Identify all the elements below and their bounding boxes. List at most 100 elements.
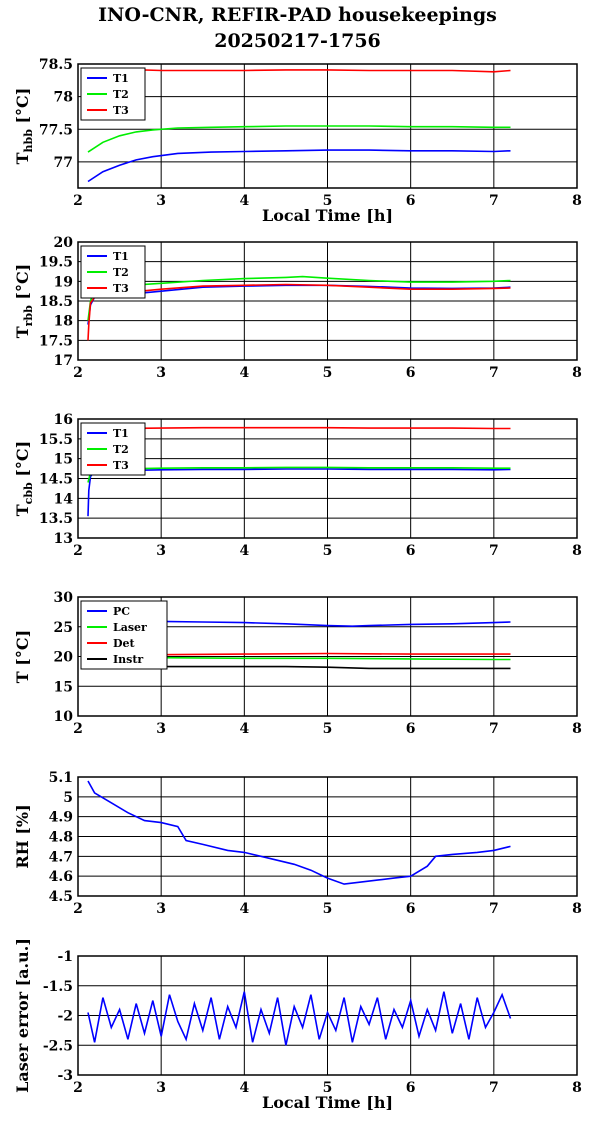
y-tick-label: -2: [57, 1009, 73, 1025]
series-line-t1: [87, 284, 511, 325]
x-tick-label: 4: [239, 901, 249, 917]
x-tick-label: 8: [572, 1080, 582, 1096]
series-line-t3: [87, 283, 511, 341]
chart-3: 13 13.5 14 14.5 15 15.5 16 2 3 4 5 6 7 8 T1 T2 T3 Tcbb [°…: [13, 412, 582, 559]
y-tick-label: 13: [54, 531, 73, 547]
y-axis-label-main: T: [13, 152, 32, 164]
y-axis-label-unit: [°C]: [13, 88, 32, 129]
y-tick-label: 25: [54, 620, 73, 636]
legend-label: Laser: [113, 621, 147, 634]
y-axis-label-sub: rbb: [22, 305, 35, 326]
x-tick-label: 5: [323, 721, 333, 737]
chart-6: -3 -2.5 -2 -1.5 -1 2 3 4 5 6 7 8 Laser error [a.u.] L…: [13, 938, 582, 1112]
plot-frame: [77, 418, 578, 539]
x-tick-label: 8: [572, 193, 582, 209]
y-tick-label: 20: [54, 235, 74, 251]
legend: T1 T2 T3: [80, 67, 146, 121]
y-axis-label-unit: [°C]: [13, 441, 32, 482]
y-tick-label: 4.8: [49, 830, 73, 846]
legend-label: T3: [113, 282, 129, 295]
x-tick-label: 5: [323, 365, 333, 381]
y-tick-label: 5.1: [49, 770, 73, 786]
series-line-t2: [87, 125, 511, 153]
y-axis-label: Laser error [a.u.]: [13, 938, 32, 1093]
y-tick-label: 20: [54, 650, 74, 666]
x-axis-label: Local Time [h]: [262, 206, 393, 225]
y-tick-label: 5: [63, 790, 73, 806]
y-tick-label: 14: [54, 491, 74, 507]
y-tick-label: 4.7: [49, 849, 73, 865]
legend-label: T1: [113, 72, 129, 85]
legend-label: T3: [113, 459, 129, 472]
y-axis-label: RH [%]: [13, 804, 32, 868]
x-tick-label: 3: [156, 365, 166, 381]
x-tick-label: 7: [489, 721, 499, 737]
y-tick-label: 30: [54, 590, 74, 606]
x-tick-label: 5: [323, 193, 333, 209]
x-tick-label: 3: [156, 901, 166, 917]
y-axis-label: Trbb [°C]: [13, 264, 35, 339]
x-tick-label: 6: [406, 193, 416, 209]
y-axis-label-main: T [°C]: [13, 630, 32, 683]
y-tick-label: -1.5: [43, 979, 73, 995]
legend-label: T3: [113, 104, 129, 117]
y-tick-label: 4.6: [49, 869, 73, 885]
legend-label: T1: [113, 427, 129, 440]
y-tick-label: 4.9: [49, 810, 73, 826]
x-tick-label: 4: [239, 1080, 249, 1096]
y-tick-label: 15: [54, 452, 73, 468]
legend-label: T2: [113, 266, 129, 279]
y-tick-label: 18.5: [39, 294, 73, 310]
y-axis-label-main: T: [13, 326, 32, 338]
x-tick-label: 8: [572, 365, 582, 381]
x-tick-label: 4: [239, 543, 249, 559]
y-axis-label-main: Laser error [a.u.]: [13, 938, 32, 1093]
y-axis-label-main: T: [13, 504, 32, 516]
chart-2: 17 17.5 18 18.5 19 19.5 20 2 3 4 5 6 7 8 T1 T2 T3 Trbb [°…: [13, 235, 582, 381]
x-tick-label: 4: [239, 193, 249, 209]
x-tick-label: 3: [156, 193, 166, 209]
x-tick-label: 3: [156, 721, 166, 737]
chart-title-line-1: INO-CNR, REFIR-PAD housekeepings: [98, 4, 497, 26]
y-axis-label-sub: cbb: [22, 482, 35, 504]
legend-label: T2: [113, 443, 129, 456]
y-tick-label: 10: [54, 709, 74, 725]
y-axis-label-sub: hbb: [22, 129, 35, 153]
y-tick-label: 78.5: [39, 57, 73, 73]
x-tick-label: 2: [73, 543, 83, 559]
series-line-t1: [87, 468, 511, 517]
plot-frame: [77, 776, 578, 897]
x-tick-label: 3: [156, 543, 166, 559]
y-tick-label: 78: [54, 90, 73, 106]
plot-frame: [77, 596, 578, 717]
series-line-t3: [87, 426, 511, 430]
y-tick-label: 15.5: [39, 432, 73, 448]
x-tick-label: 8: [572, 901, 582, 917]
x-axis-label: Local Time [h]: [262, 1093, 393, 1112]
x-tick-label: 6: [406, 1080, 416, 1096]
x-tick-label: 7: [489, 543, 499, 559]
x-tick-label: 2: [73, 365, 83, 381]
x-tick-label: 2: [73, 721, 83, 737]
y-axis-label: Thbb [°C]: [13, 88, 35, 165]
series-line-data: [87, 991, 512, 1046]
series-line-t1: [87, 149, 511, 183]
legend: PC Laser Det Instr: [80, 600, 168, 670]
y-tick-label: 4.5: [49, 889, 73, 905]
y-tick-label: 77: [54, 155, 73, 171]
chart-5: 4.5 4.6 4.7 4.8 4.9 5 5.1 2 3 4 5 6 7 8 RH [%]: [13, 770, 582, 917]
y-axis-label: T [°C]: [13, 630, 32, 683]
y-tick-label: 15: [54, 679, 73, 695]
y-tick-label: 17: [54, 353, 73, 369]
x-tick-label: 7: [489, 901, 499, 917]
y-tick-label: -1: [57, 949, 73, 965]
x-tick-label: 2: [73, 193, 83, 209]
x-tick-label: 6: [406, 543, 416, 559]
x-tick-label: 4: [239, 721, 249, 737]
x-tick-label: 4: [239, 365, 249, 381]
y-axis-label-main: RH [%]: [13, 804, 32, 868]
y-tick-label: 16: [54, 412, 73, 428]
series-line-t3: [87, 68, 511, 73]
chart-title-line-2: 20250217-1756: [214, 30, 381, 52]
series-line-data: [87, 780, 511, 885]
